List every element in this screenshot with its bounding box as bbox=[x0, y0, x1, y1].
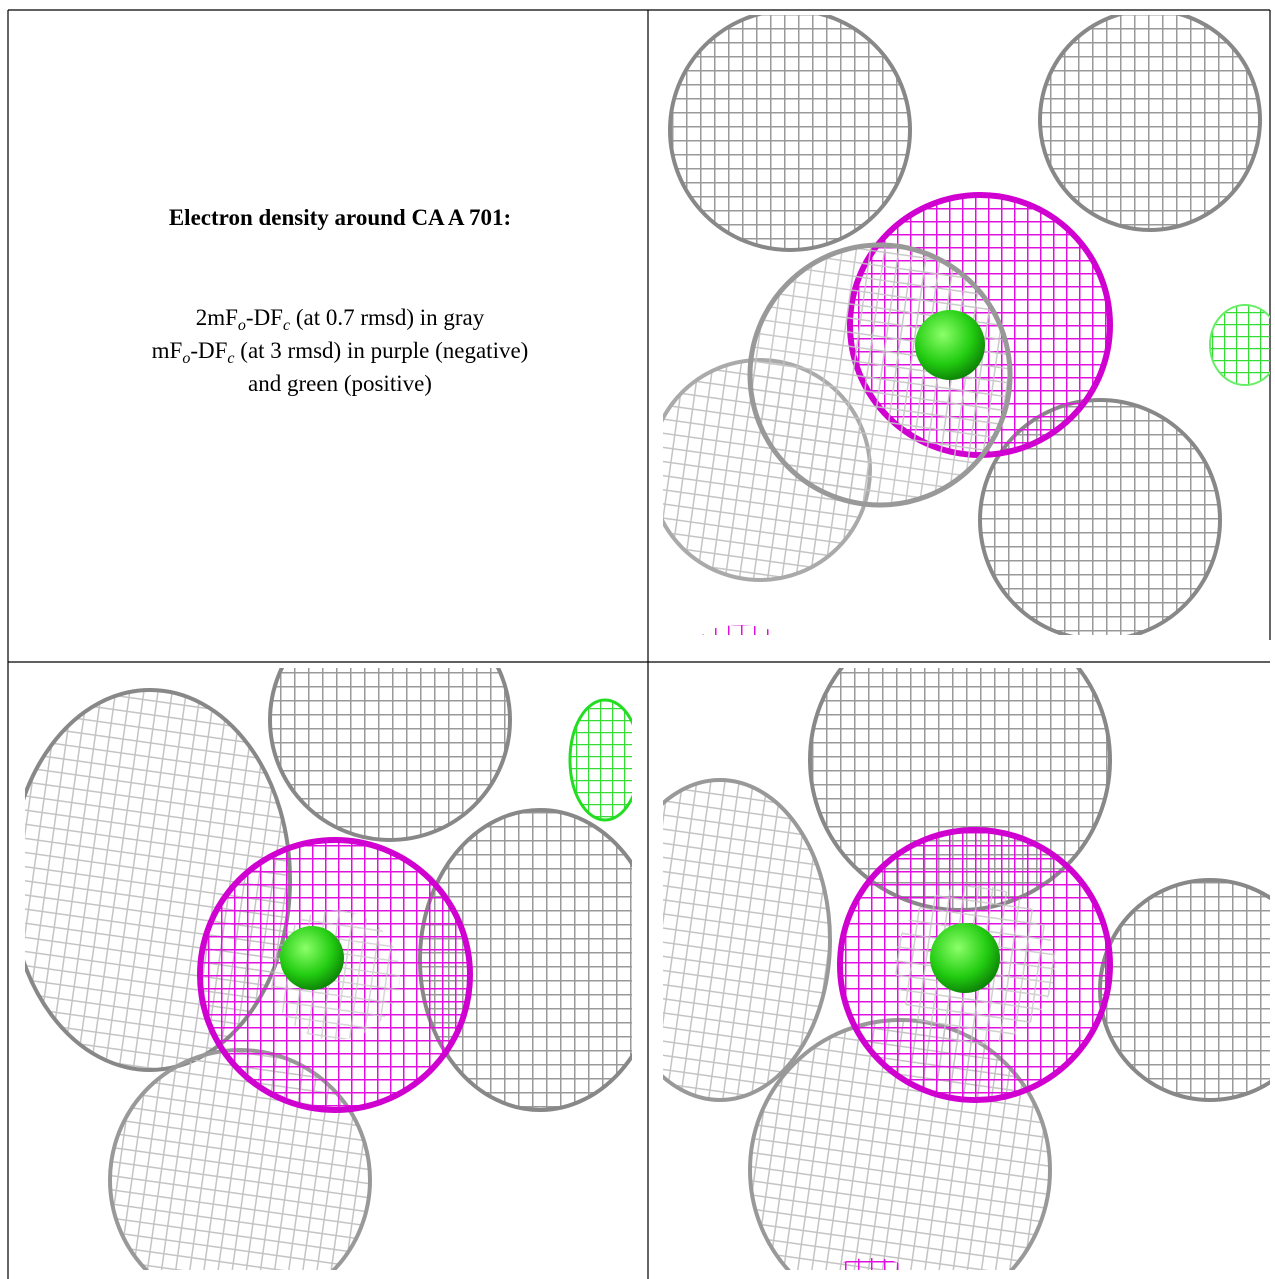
caption-lines: 2mFo-DFc (at 0.7 rmsd) in gray mFo-DFc (a… bbox=[20, 301, 660, 400]
text-run: (at 3 rmsd) in purple (negative) bbox=[234, 338, 529, 363]
text-run: -DF bbox=[245, 305, 283, 330]
density-panel-2 bbox=[25, 668, 632, 1270]
text-run: and green (positive) bbox=[248, 371, 432, 396]
density-panel-3 bbox=[663, 668, 1270, 1270]
caption: Electron density around CA A 701: 2mFo-D… bbox=[20, 205, 660, 400]
subscript: c bbox=[282, 317, 291, 334]
caption-line: 2mFo-DFc (at 0.7 rmsd) in gray bbox=[20, 301, 660, 334]
caption-title: Electron density around CA A 701: bbox=[168, 205, 512, 230]
subscript: o bbox=[182, 350, 191, 367]
caption-line: and green (positive) bbox=[20, 367, 660, 400]
text-run: mF bbox=[151, 338, 183, 363]
text-run: -DF bbox=[190, 338, 228, 363]
text-run: (at 0.7 rmsd) in gray bbox=[290, 305, 485, 330]
caption-line: mFo-DFc (at 3 rmsd) in purple (negative) bbox=[20, 334, 660, 367]
density-panel-1 bbox=[663, 15, 1270, 635]
subscript: c bbox=[227, 350, 235, 367]
subscript: o bbox=[237, 317, 246, 334]
text-run: 2mF bbox=[195, 305, 238, 330]
